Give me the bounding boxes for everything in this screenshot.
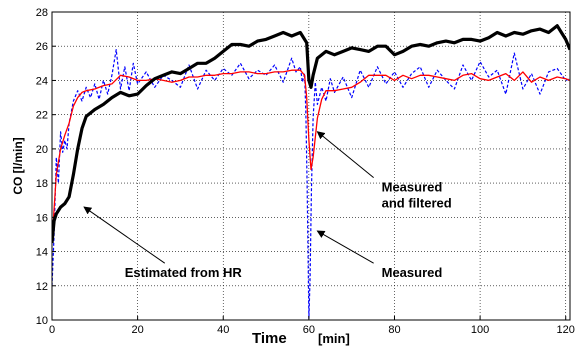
y-tick-label: 14 (36, 247, 48, 259)
annotation-arrow (316, 131, 374, 179)
y-tick-label: 12 (36, 281, 48, 293)
axis-ticks: 0 20 40 60 80 100 120 10 12 14 16 18 20 22 24 26 28 (36, 7, 575, 336)
annotation-label-line2: and filtered (382, 196, 452, 211)
y-tick-label: 20 (36, 144, 48, 156)
y-tick-label: 28 (36, 7, 48, 19)
x-tick-label: 20 (131, 324, 143, 336)
x-axis-unit: [min] (318, 331, 350, 346)
plot-frame (51, 11, 571, 321)
y-tick-label: 26 (36, 41, 48, 53)
x-tick-label: 100 (471, 324, 489, 336)
y-tick-label: 10 (36, 315, 48, 327)
x-axis-label: Time (252, 330, 287, 347)
y-tick-label: 16 (36, 212, 48, 224)
x-tick-label: 60 (303, 324, 315, 336)
annotation-label: Estimated from HR (125, 265, 243, 280)
series-line-measured-and-filtered (52, 69, 570, 244)
x-tick-label: 120 (557, 324, 575, 336)
y-tick-label: 22 (36, 110, 48, 122)
y-tick-label: 18 (36, 178, 48, 190)
x-tick-label: 40 (217, 324, 229, 336)
annotation-arrow (316, 230, 374, 264)
annotation-label: Measured (382, 265, 443, 280)
series-group (52, 24, 570, 319)
series-line-estimated-from-hr (52, 24, 570, 244)
annotation-label: Measured (382, 180, 443, 195)
series-line-measured (52, 49, 570, 319)
annotation-arrow (83, 206, 166, 264)
y-tick-label: 24 (36, 75, 48, 87)
x-tick-label: 80 (388, 324, 400, 336)
x-tick-label: 0 (49, 324, 55, 336)
y-axis-label: CO [l/min] (11, 137, 25, 194)
